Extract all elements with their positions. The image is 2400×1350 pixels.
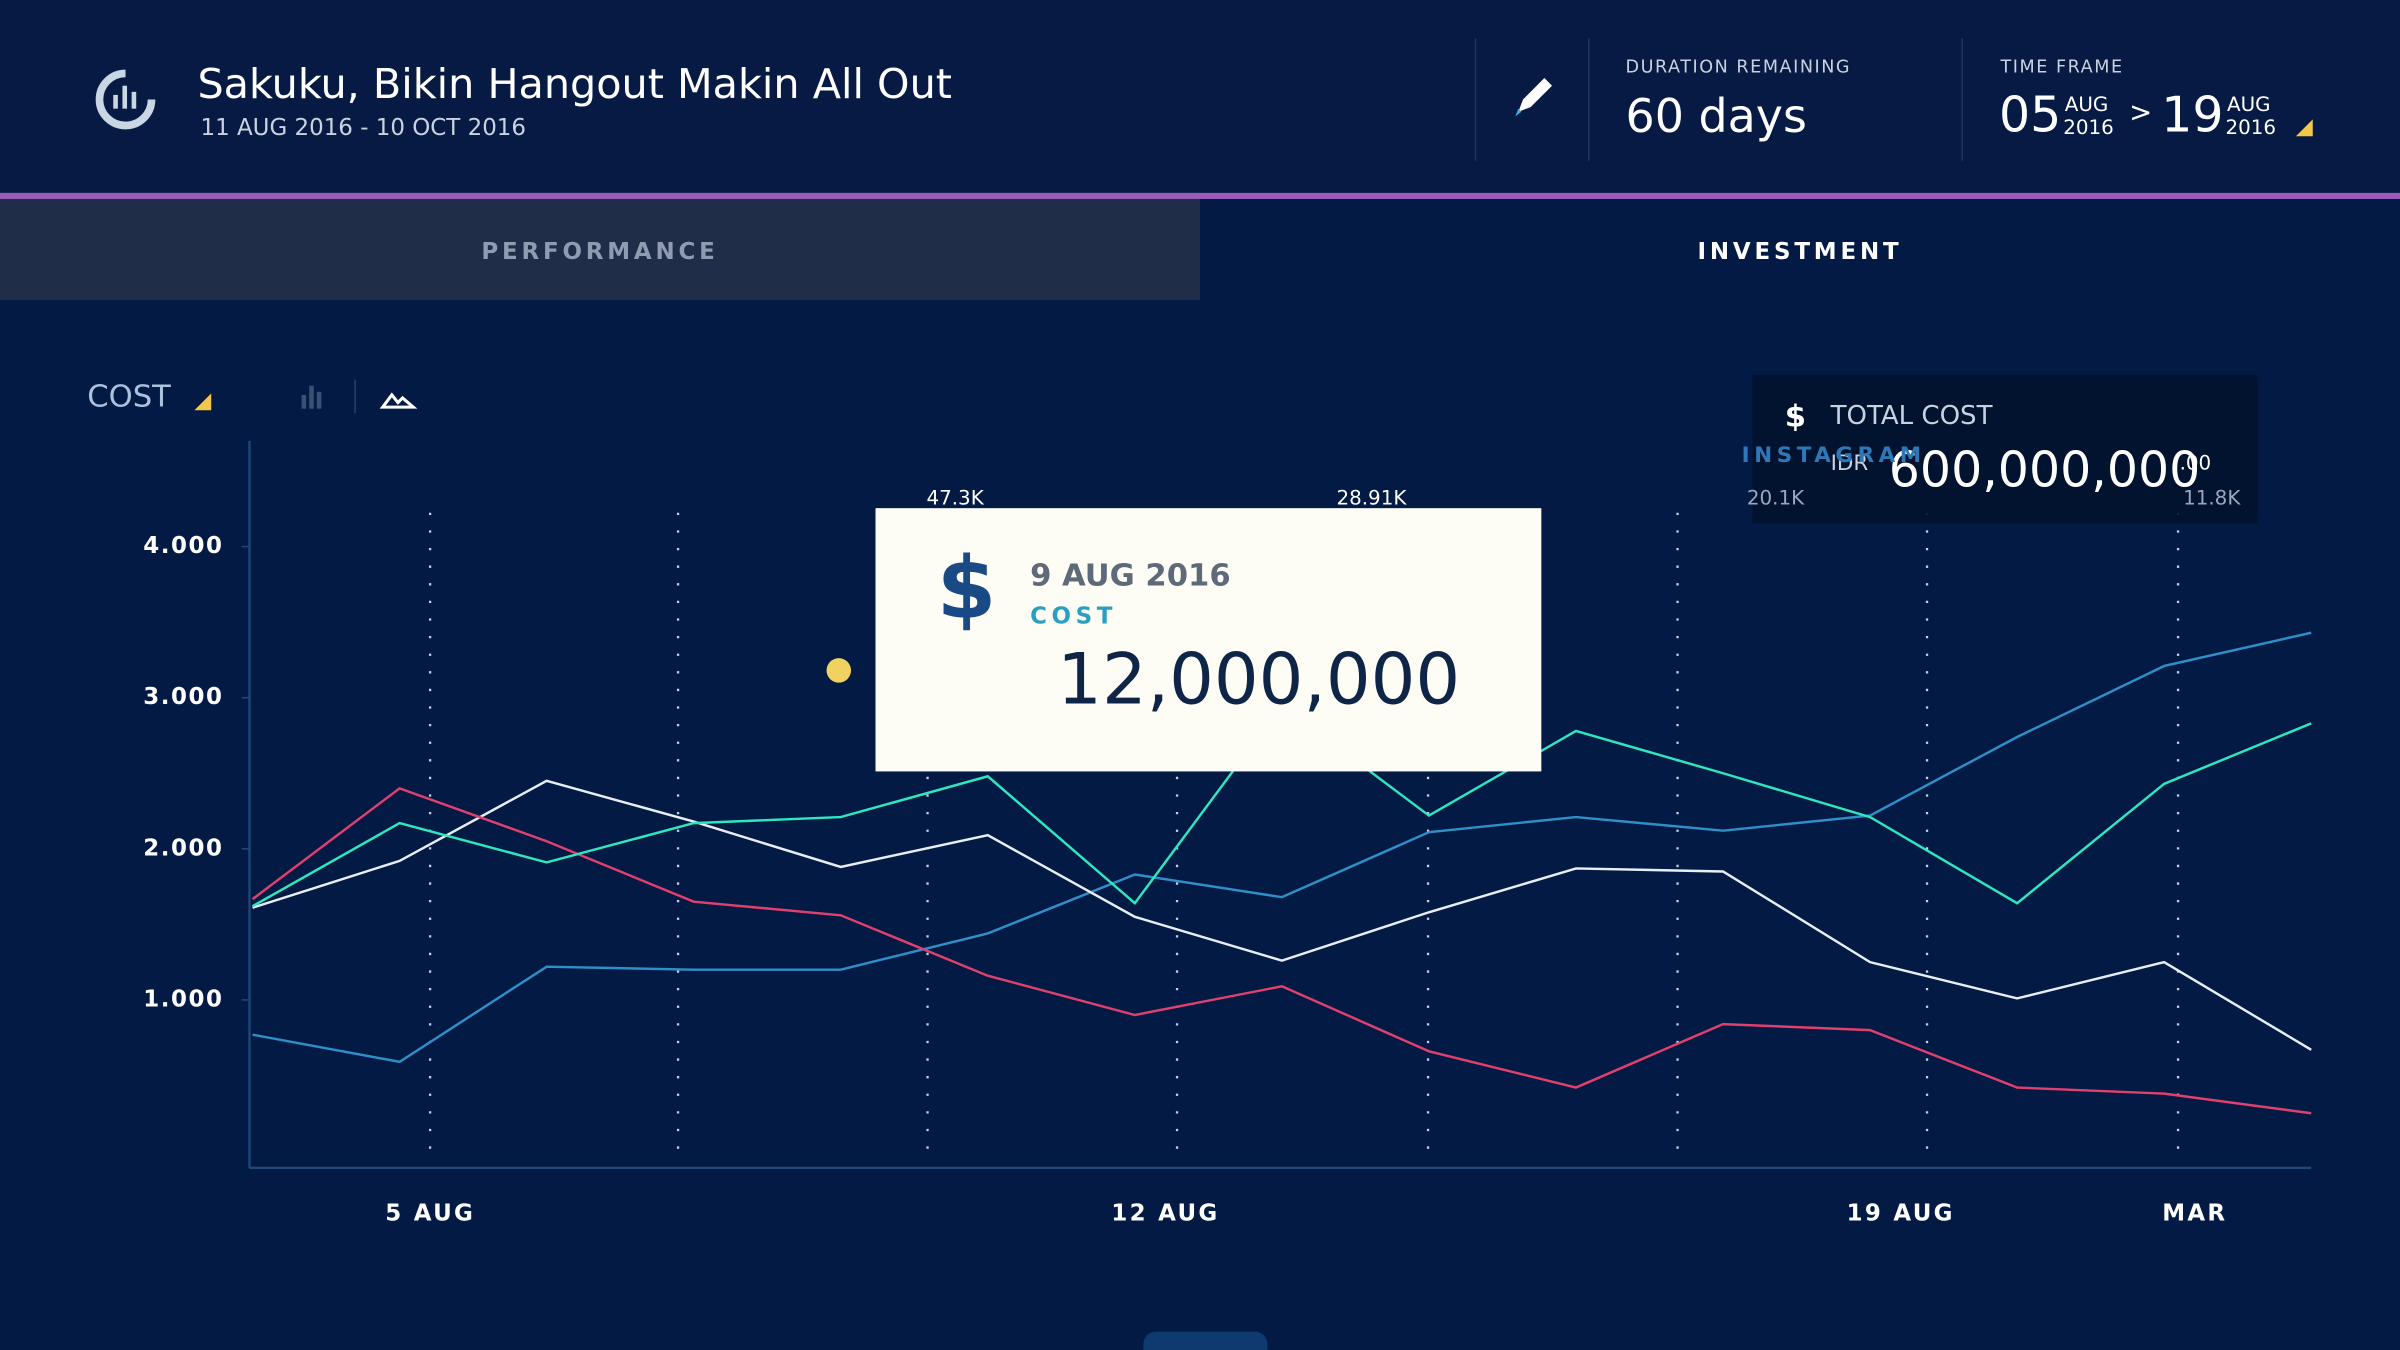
edit-button[interactable] (1515, 78, 1553, 117)
annotation: INSTAGRAM (1742, 443, 1926, 468)
duration-label: DURATION REMAINING (1626, 57, 1852, 77)
line-chart-toggle[interactable] (379, 392, 418, 409)
total-cost-card (1752, 375, 2258, 524)
duration-value: 60 days (1626, 89, 1807, 143)
plot: 1.000 2.000 3.000 4.000 5 AUG 12 AUG 19 AUG MAR (143, 533, 2312, 1226)
tab-performance[interactable] (0, 198, 1200, 300)
y-tick-label: 3.000 (143, 684, 223, 710)
total-cost-currency: IDR (1831, 451, 1869, 476)
scroll-handle[interactable] (1143, 1331, 1268, 1350)
accent-bar (0, 192, 2400, 199)
annotation: 28.91K (1336, 486, 1407, 509)
y-tick-label: 2.000 (143, 835, 223, 861)
tooltip-metric: COST (1030, 603, 1117, 629)
total-cost-amount: 600,000,000 (1889, 441, 2201, 498)
y-tick-label: 1.000 (143, 986, 223, 1012)
total-cost-label: TOTAL COST (1830, 401, 1993, 431)
tooltip (875, 508, 1542, 772)
tooltip-value: 12,000,000 (1057, 639, 1460, 721)
series-line (251, 786, 2312, 1115)
header (0, 0, 2400, 195)
campaign-dates: 11 AUG 2016 - 10 OCT 2016 (201, 115, 526, 141)
annotation: 11.8K (2183, 486, 2241, 509)
x-tick-label: 5 AUG (385, 1200, 475, 1226)
timeframe-start-year: 2016 (2063, 116, 2114, 139)
total-cost-symbol: $ (1785, 399, 1806, 434)
tooltip-date: 9 AUG 2016 (1030, 559, 1231, 594)
tab-label[interactable]: PERFORMANCE (481, 239, 718, 265)
metric-selector[interactable]: COST (87, 379, 171, 414)
timeframe-end-day[interactable]: 19 (2161, 86, 2223, 143)
total-cost-decimals: .00 (2180, 451, 2212, 474)
dropdown-arrow[interactable] (2295, 119, 2313, 137)
timeframe-label: TIME FRAME (2000, 57, 2124, 77)
timeframe-end-month: AUG (2227, 93, 2271, 116)
x-tick-label: 12 AUG (1111, 1200, 1219, 1226)
annotation: 20.1K (1747, 486, 1805, 509)
series-line (252, 779, 2312, 1051)
logo (95, 69, 156, 130)
campaign-title: Sakuku, Bikin Hangout Makin All Out (197, 60, 952, 108)
annotation: 47.3K (926, 486, 984, 509)
timeframe-end-year: 2016 (2226, 116, 2277, 139)
timeframe-separator: > (2129, 96, 2152, 128)
x-tick-label: MAR (2162, 1200, 2227, 1226)
timeframe-start-day[interactable]: 05 (1999, 86, 2061, 143)
series-line (252, 631, 2312, 1064)
bar-chart-toggle[interactable] (301, 385, 322, 409)
tab-label[interactable]: INVESTMENT (1698, 239, 1903, 265)
x-tick-label: 19 AUG (1847, 1200, 1955, 1226)
timeframe-start-month: AUG (2065, 93, 2109, 116)
tooltip-symbol: $ (937, 538, 997, 638)
hover-dot (826, 658, 852, 683)
y-tick-label: 4.000 (143, 533, 223, 559)
